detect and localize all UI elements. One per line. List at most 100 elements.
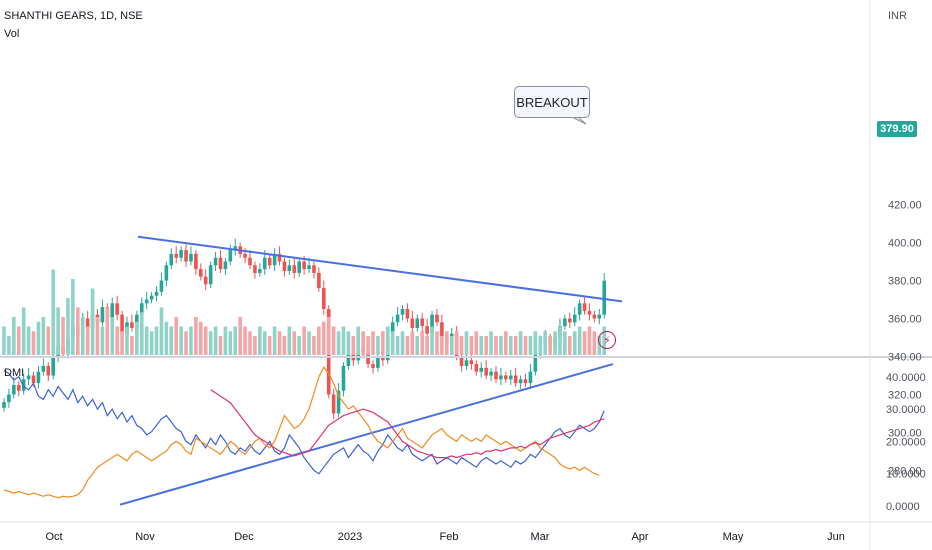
dmi-line-adx	[210, 389, 605, 459]
volume-bar	[71, 279, 75, 355]
volume-bar	[484, 336, 488, 355]
volume-label: Vol	[4, 28, 20, 40]
dmi-tick-label: 0.0000	[886, 501, 920, 513]
volume-bar	[489, 331, 493, 355]
candle-body	[523, 379, 528, 384]
volume-bar	[76, 307, 80, 355]
candle-body	[518, 379, 523, 384]
volume-bar	[430, 326, 434, 355]
volume-bar	[371, 331, 375, 355]
candle-body	[336, 390, 341, 414]
candle-body	[435, 314, 439, 323]
volume-bar	[479, 336, 484, 355]
candle-body	[228, 250, 233, 262]
price-tick-label: 400.00	[888, 238, 922, 250]
volume-bar	[587, 326, 592, 355]
candle-body	[199, 269, 203, 277]
volume-bar	[248, 331, 252, 355]
breakout-callout: BREAKOUT	[514, 86, 590, 118]
volume-bar	[592, 331, 597, 355]
volume-bar	[336, 331, 341, 355]
candle-body	[189, 253, 193, 262]
lower-trendline	[119, 363, 614, 506]
candle-body	[425, 326, 429, 334]
volume-bar	[31, 331, 36, 355]
volume-bar	[425, 336, 429, 355]
candle-body	[508, 375, 513, 380]
lightning-icon[interactable]: ⚡	[598, 331, 616, 349]
volume-bar	[356, 326, 361, 355]
candle-body	[149, 295, 154, 300]
last-price-tag: 379.90	[877, 121, 917, 137]
candle-body	[484, 367, 488, 376]
volume-bar	[184, 331, 188, 355]
candle-body	[120, 314, 124, 334]
volume-bar	[144, 326, 149, 355]
candle-body	[346, 352, 351, 366]
candle-body	[405, 309, 410, 319]
time-tick-label: Apr	[631, 531, 648, 543]
volume-bar	[16, 326, 21, 355]
candle-body	[582, 303, 587, 311]
candle-body	[597, 314, 602, 319]
dmi-tick-label: 40.0000	[886, 372, 926, 384]
candle-body	[7, 394, 11, 403]
volume-bar	[262, 331, 267, 355]
candle-body	[366, 352, 370, 365]
volume-bar	[454, 331, 459, 355]
volume-bar	[258, 326, 262, 355]
volume-bar	[115, 326, 119, 355]
candle-body	[302, 261, 306, 270]
volume-bar	[494, 336, 498, 355]
candle-body	[46, 366, 51, 376]
time-tick-label: Oct	[45, 531, 62, 543]
candle-body	[258, 269, 262, 273]
volume-bar	[317, 326, 321, 355]
volume-bar	[307, 331, 311, 355]
volume-bar	[292, 331, 297, 355]
candle-body	[420, 318, 424, 327]
candle-body	[233, 246, 238, 251]
candle-body	[16, 385, 21, 391]
candle-body	[568, 318, 572, 323]
volume-bar	[582, 331, 587, 355]
volume-bar	[572, 331, 577, 355]
candle-body	[464, 360, 469, 366]
volume-bar	[405, 336, 410, 355]
dmi-tick-label: 30.0000	[886, 404, 926, 416]
volume-bar	[2, 326, 6, 355]
volume-bar	[577, 326, 582, 355]
volume-bar	[297, 336, 301, 355]
volume-bar	[518, 331, 523, 355]
candle-body	[41, 366, 46, 372]
candle-body	[459, 356, 464, 366]
time-tick-label: Dec	[234, 531, 254, 543]
volume-bar	[233, 326, 238, 355]
candle-body	[144, 299, 149, 304]
volume-bar	[385, 326, 390, 355]
volume-bar	[135, 321, 139, 355]
candle-body	[262, 257, 267, 270]
candle-body	[474, 364, 479, 372]
time-tick-label: Mar	[531, 531, 550, 543]
time-tick-label: May	[723, 531, 744, 543]
volume-bar	[326, 317, 331, 355]
volume-bar	[149, 331, 154, 355]
volume-bar	[302, 326, 306, 355]
volume-bar	[90, 288, 95, 355]
candle-body	[194, 253, 198, 270]
price-tick-label: 420.00	[888, 200, 922, 212]
time-tick-label: Jun	[827, 531, 845, 543]
price-tick-label: 300.00	[888, 428, 922, 440]
volume-bar	[395, 336, 400, 355]
candle-body	[267, 257, 272, 266]
candle-body	[85, 318, 90, 328]
volume-bar	[435, 331, 439, 355]
volume-bar	[105, 307, 110, 355]
dmi-tick-label: 20.0000	[886, 436, 926, 448]
volume-bar	[548, 336, 552, 355]
candle-body	[139, 303, 144, 315]
volume-bar	[400, 331, 405, 355]
volume-bar	[474, 331, 479, 355]
